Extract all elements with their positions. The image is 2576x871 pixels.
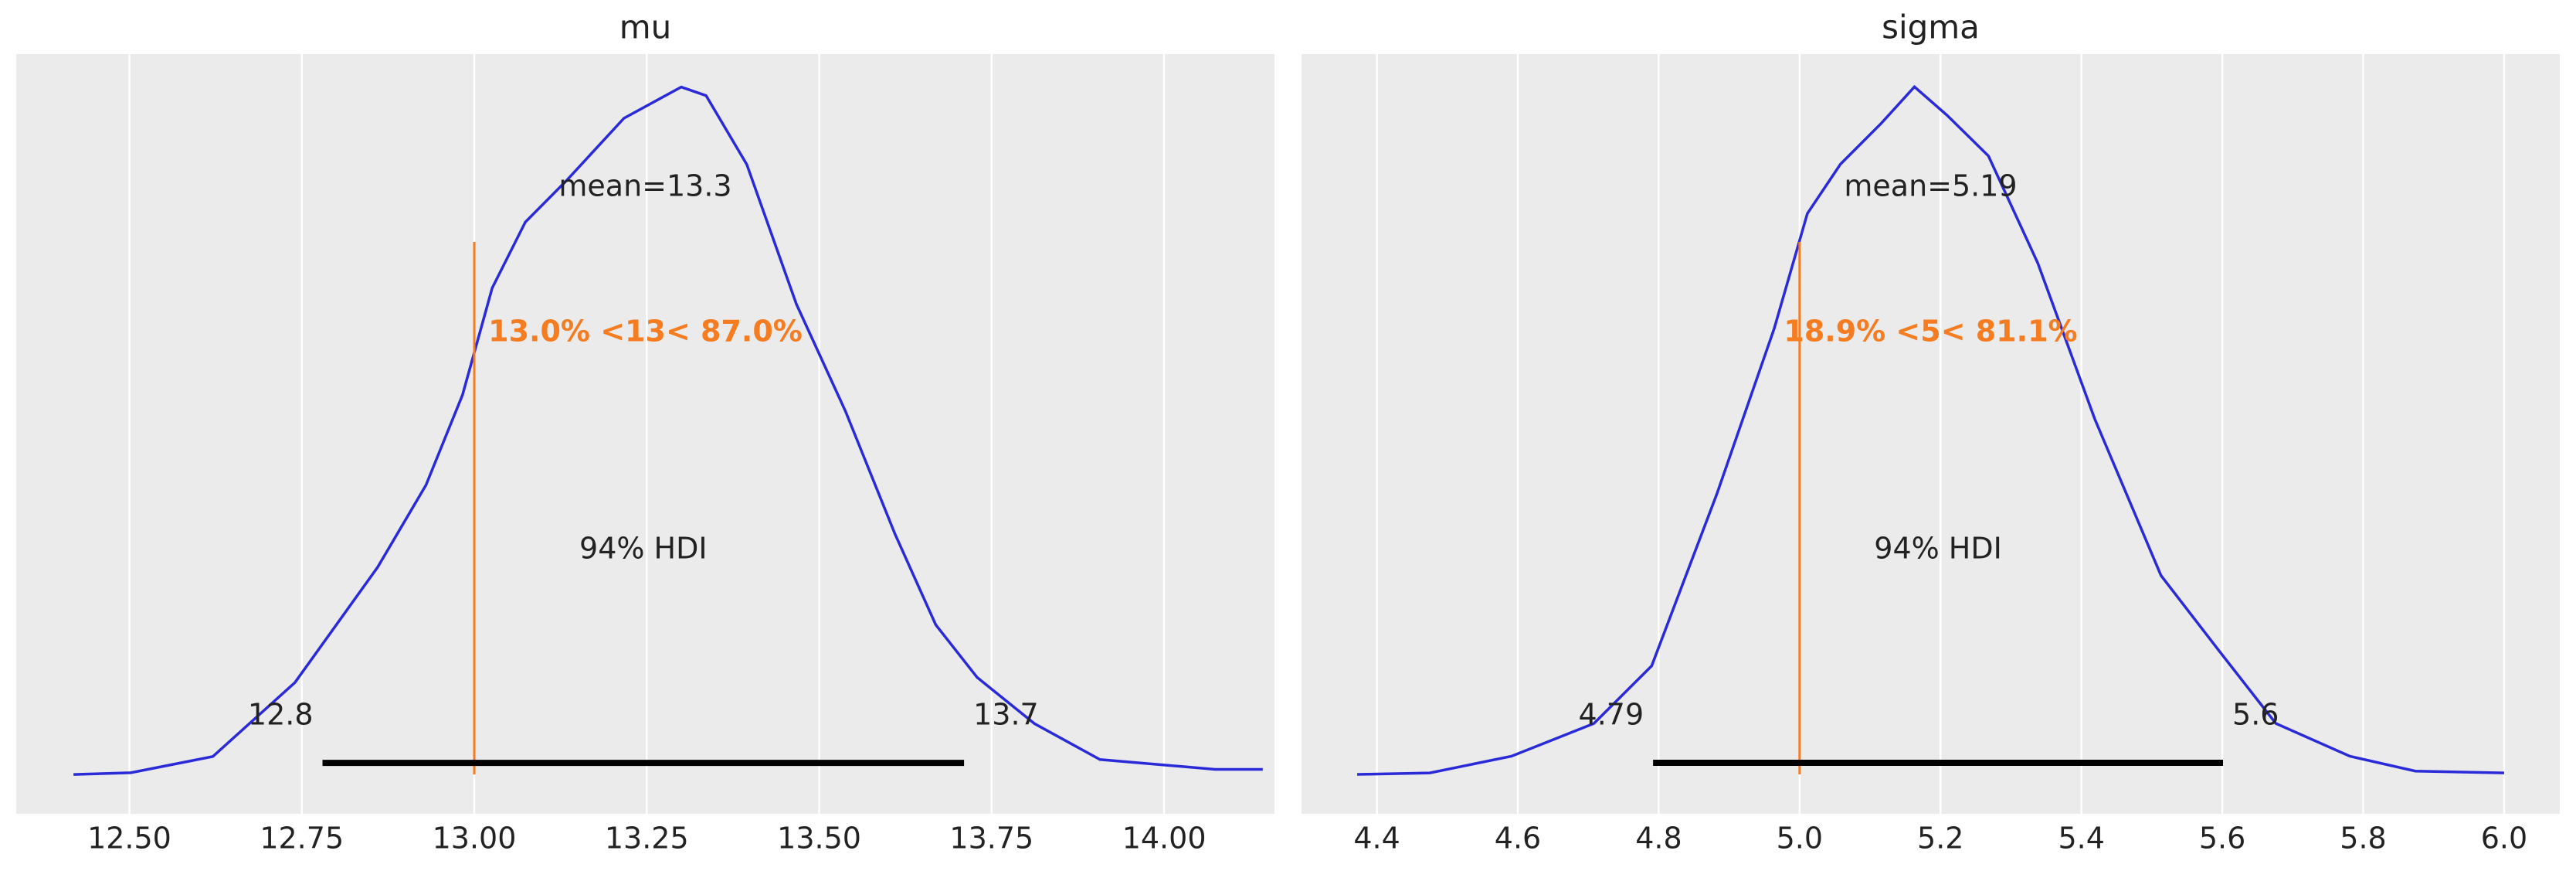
reference-text: 13.0% <13< 87.0% [488, 315, 803, 349]
x-tick-label: 5.6 [2199, 822, 2245, 856]
x-tick-label: 13.00 [433, 822, 517, 856]
x-tick-label: 13.50 [777, 822, 861, 856]
x-tick-label: 12.50 [87, 822, 171, 856]
x-tick-label: 5.4 [2058, 822, 2104, 856]
plot-area [1302, 54, 2560, 814]
hdi-label: 5.6 [2232, 698, 2279, 732]
x-tick-label: 13.75 [949, 822, 1033, 856]
x-tick-label: 14.00 [1122, 822, 1207, 856]
x-tick-label: 4.4 [1353, 822, 1400, 856]
x-tick-label: 5.0 [1777, 822, 1823, 856]
chart-title: sigma [1882, 9, 1980, 46]
x-tick-label: 13.25 [605, 822, 689, 856]
x-tick-label: 12.75 [260, 822, 344, 856]
reference-text: 18.9% <5< 81.1% [1784, 315, 2077, 349]
mean-text: mean=5.19 [1844, 169, 2017, 203]
x-tick-label: 5.2 [1917, 822, 1963, 856]
hdi-text: 94% HDI [579, 532, 708, 566]
hdi-label: 4.79 [1579, 698, 1644, 732]
x-tick-label: 6.0 [2481, 822, 2527, 856]
x-tick-label: 5.8 [2340, 822, 2386, 856]
density-curve [73, 85, 1263, 776]
hdi-label: 13.7 [973, 698, 1039, 732]
x-tick-label: 4.6 [1495, 822, 1541, 856]
mean-text: mean=13.3 [558, 169, 731, 203]
chart-title: mu [619, 9, 672, 46]
hdi-text: 94% HDI [1874, 532, 2002, 566]
plot-area [16, 54, 1274, 814]
x-tick-label: 4.8 [1635, 822, 1682, 856]
hdi-label: 12.8 [248, 698, 314, 732]
density-curve [1357, 84, 2504, 776]
